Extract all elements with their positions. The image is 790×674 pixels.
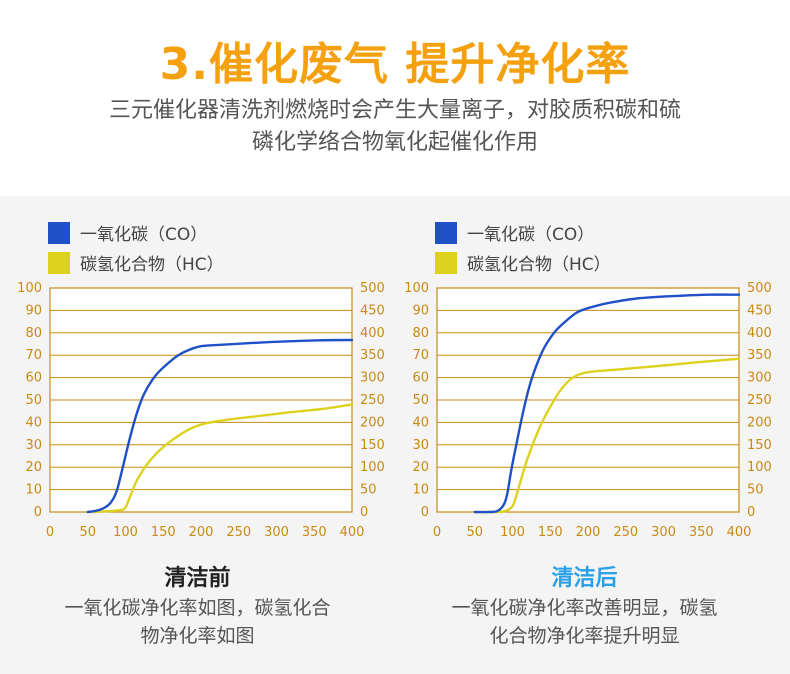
y-right-tick-label: 400 — [360, 326, 385, 341]
y-right-tick-label: 300 — [747, 371, 772, 386]
legend-hc-label: 碳氢化合物（HC） — [80, 255, 224, 275]
y-right-tick-label: 50 — [747, 483, 764, 498]
x-tick-label: 300 — [651, 525, 676, 540]
y-left-tick-label: 80 — [412, 326, 429, 341]
y-right-tick-label: 500 — [360, 281, 385, 296]
series-hc-line — [86, 403, 354, 514]
plot-frame — [436, 287, 740, 513]
y-right-tick-label: 100 — [747, 460, 772, 475]
y-right-tick-label: 0 — [747, 505, 755, 520]
x-tick-label: 50 — [79, 525, 96, 540]
y-left-tick-label: 30 — [25, 438, 42, 453]
chart-after: 0 10 20 30 40 50 60 70 80 90 100 0 50 100 150 200 250 300… — [404, 281, 772, 540]
y-left-tick-label: 20 — [412, 460, 429, 475]
legend-co: 一氧化碳（CO） — [435, 220, 594, 245]
y-left-tick-label: 10 — [25, 483, 42, 498]
x-tick-label: 400 — [340, 525, 365, 540]
legend-co-label: 一氧化碳（CO） — [80, 225, 208, 245]
y-right-tick-label: 150 — [747, 438, 772, 453]
subtitle-line-2: 磷化学络合物氧化起催化作用 — [251, 130, 538, 155]
y-left-tick-label: 10 — [412, 483, 429, 498]
y-right-tick-label: 500 — [747, 281, 772, 296]
y-left-tick-label: 100 — [17, 281, 42, 296]
y-left-tick-label: 90 — [25, 303, 42, 318]
y-right-tick-label: 200 — [747, 415, 772, 430]
y-left-tick-label: 20 — [25, 460, 42, 475]
x-tick-label: 0 — [46, 525, 54, 540]
x-tick-label: 50 — [466, 525, 483, 540]
legend-co-label: 一氧化碳（CO） — [467, 225, 595, 245]
y-right-tick-label: 450 — [360, 303, 385, 318]
legend-co-swatch — [48, 221, 70, 244]
caption-title-after: 清洁后 — [551, 566, 618, 591]
y-right-tick-label: 250 — [360, 393, 385, 408]
x-tick-label: 100 — [113, 525, 138, 540]
legend-co: 一氧化碳（CO） — [48, 220, 207, 245]
chart-panel-before: 一氧化碳（CO） 碳氢化合物（HC） 0 10 20 30 40 50 60 70 80 90 10… — [0, 196, 395, 674]
series-co-line — [86, 338, 354, 514]
y-left-tick-label: 80 — [25, 326, 42, 341]
y-right-tick-label: 450 — [747, 303, 772, 318]
x-tick-label: 250 — [226, 525, 251, 540]
y-left-tick-label: 100 — [404, 281, 429, 296]
caption-before-line-2: 物净化率如图 — [140, 625, 255, 647]
x-tick-label: 200 — [189, 525, 214, 540]
y-right-tick-label: 100 — [360, 460, 385, 475]
y-right-tick-label: 350 — [360, 348, 385, 363]
legend-co-swatch — [435, 221, 457, 244]
y-right-tick-label: 150 — [360, 438, 385, 453]
x-tick-label: 150 — [151, 525, 176, 540]
charts-section: 一氧化碳（CO） 碳氢化合物（HC） 0 10 20 30 40 50 60 70 80 90 10… — [0, 196, 790, 674]
y-left-tick-label: 30 — [412, 438, 429, 453]
x-tick-label: 400 — [727, 525, 752, 540]
caption-after-line-1: 一氧化碳净化率改善明显，碳氢 — [451, 597, 718, 619]
plot-frame — [49, 287, 353, 513]
subtitle-line-1: 三元催化器清洗剂燃烧时会产生大量离子，对胶质积碳和硫 — [108, 98, 681, 123]
y-left-tick-label: 70 — [25, 348, 42, 363]
y-left-tick-label: 60 — [25, 371, 42, 386]
legend-hc: 碳氢化合物（HC） — [48, 250, 224, 275]
y-right-tick-label: 400 — [747, 326, 772, 341]
y-left-tick-label: 60 — [412, 371, 429, 386]
y-left-tick-label: 70 — [412, 348, 429, 363]
caption-after-line-2: 化合物净化率提升明显 — [489, 625, 680, 647]
x-tick-label: 300 — [264, 525, 289, 540]
y-right-tick-label: 300 — [360, 371, 385, 386]
y-right-tick-label: 50 — [360, 483, 377, 498]
chart-before: 0 10 20 30 40 50 60 70 80 90 100 0 50 100 150 200 250 300… — [17, 281, 385, 540]
y-left-tick-label: 50 — [412, 393, 429, 408]
y-left-tick-label: 50 — [25, 393, 42, 408]
y-right-tick-label: 0 — [360, 505, 368, 520]
x-tick-label: 0 — [433, 525, 441, 540]
y-left-tick-label: 0 — [34, 505, 42, 520]
y-right-tick-label: 350 — [747, 348, 772, 363]
x-tick-label: 200 — [576, 525, 601, 540]
y-left-tick-label: 40 — [25, 415, 42, 430]
x-tick-label: 350 — [302, 525, 327, 540]
x-tick-label: 250 — [613, 525, 638, 540]
x-tick-label: 150 — [538, 525, 563, 540]
legend-hc-label: 碳氢化合物（HC） — [467, 255, 611, 275]
legend-hc: 碳氢化合物（HC） — [435, 250, 611, 275]
legend-hc-swatch — [48, 251, 70, 274]
y-left-tick-label: 0 — [421, 505, 429, 520]
series-co-line — [473, 293, 741, 514]
caption-before-line-1: 一氧化碳净化率如图，碳氢化合 — [64, 597, 331, 619]
y-left-tick-label: 40 — [412, 415, 429, 430]
y-left-tick-label: 90 — [412, 303, 429, 318]
page-title: 3.催化废气 提升净化率 — [159, 39, 631, 90]
chart-panel-after: 一氧化碳（CO） 碳氢化合物（HC） 0 10 20 30 40 50 60 70 80 90 10… — [387, 196, 782, 674]
caption-title-before: 清洁前 — [164, 566, 231, 591]
legend-hc-swatch — [435, 251, 457, 274]
x-tick-label: 350 — [689, 525, 714, 540]
y-right-tick-label: 250 — [747, 393, 772, 408]
header: 3.催化废气 提升净化率 三元催化器清洗剂燃烧时会产生大量离子，对胶质积碳和硫 … — [0, 0, 790, 196]
series-hc-line — [473, 357, 741, 514]
x-tick-label: 100 — [500, 525, 525, 540]
y-right-tick-label: 200 — [360, 415, 385, 430]
